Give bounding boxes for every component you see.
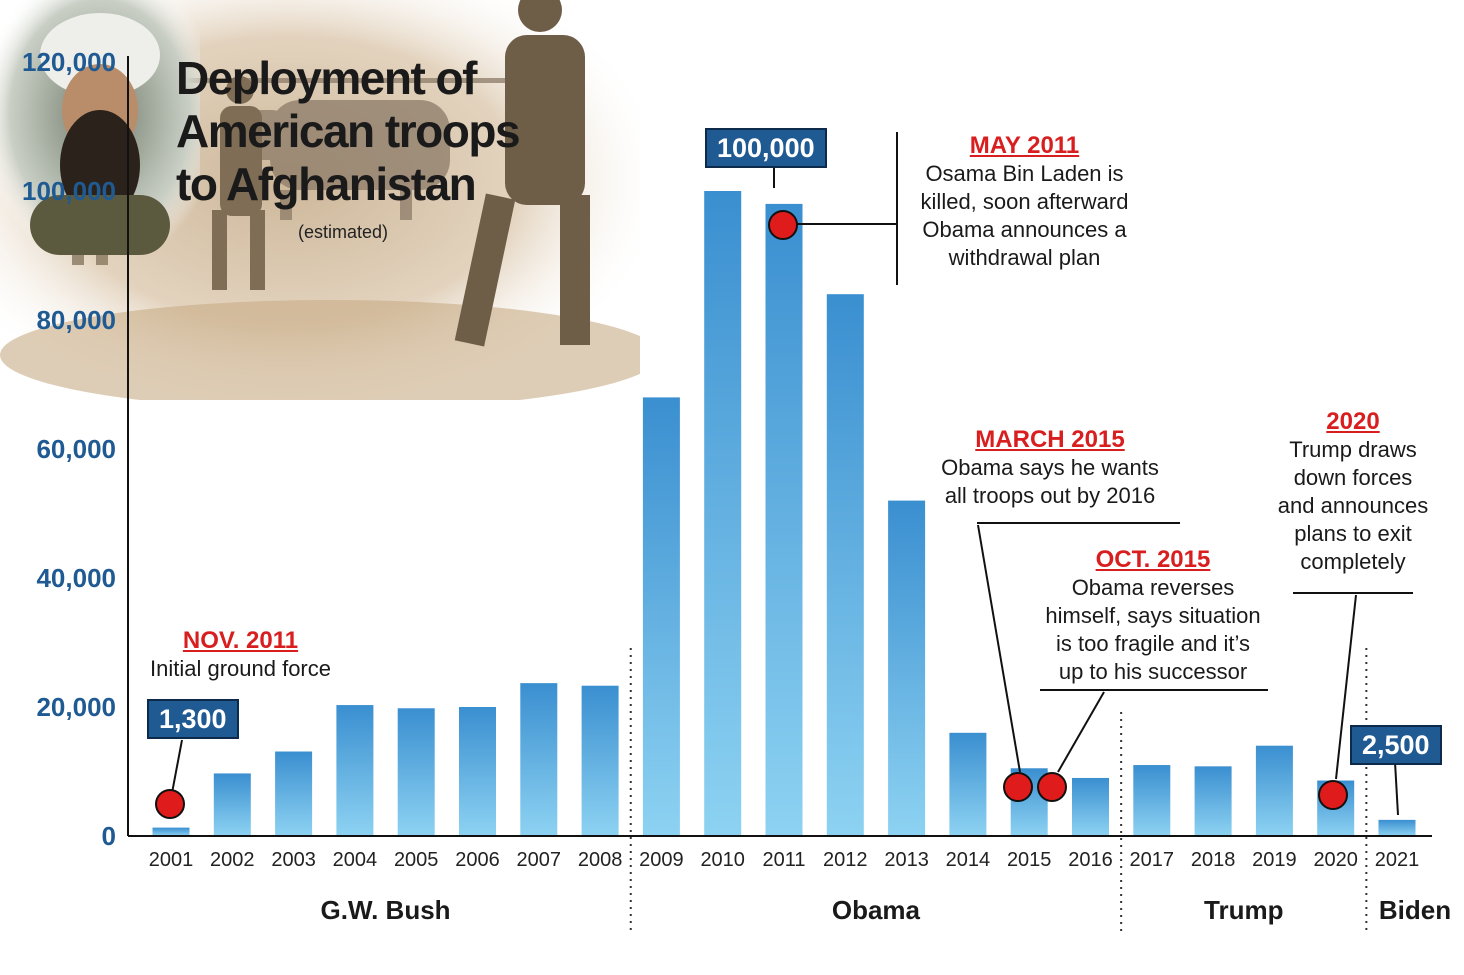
leader-oct-2015 xyxy=(1057,691,1105,773)
event-marker xyxy=(1037,772,1067,802)
leader-2001 xyxy=(171,739,183,794)
title-line-3: to Afghanistan xyxy=(176,158,477,210)
x-tick-label: 2008 xyxy=(578,849,623,871)
y-tick-label: 100,000 xyxy=(22,176,116,206)
x-tick-label: 2009 xyxy=(639,849,684,871)
event-marker xyxy=(1003,772,1033,802)
event-marker xyxy=(768,210,798,240)
bar-2007 xyxy=(520,683,558,836)
annotation-heading: NOV. 2011 xyxy=(182,627,299,654)
era-label: Biden xyxy=(1379,895,1451,925)
bar-2016 xyxy=(1072,777,1109,836)
bar-2010 xyxy=(704,191,742,836)
bar-2002 xyxy=(213,773,251,836)
bar-2018 xyxy=(1194,766,1232,836)
annotation-may-2011: MAY 2011 Osama Bin Laden is killed, soon… xyxy=(897,132,1152,272)
y-tick-label: 0 xyxy=(102,821,116,851)
callout-2010: 100,000 xyxy=(705,128,827,168)
bar-2012 xyxy=(826,294,864,836)
callout-2021: 2,500 xyxy=(1350,725,1442,765)
x-tick-label: 2005 xyxy=(394,849,439,871)
x-tick-label: 2017 xyxy=(1130,849,1175,871)
bin-laden-portrait-photo xyxy=(0,0,200,255)
bar-2011 xyxy=(765,203,803,836)
x-tick-label: 2015 xyxy=(1007,849,1052,871)
event-marker xyxy=(155,789,185,819)
x-tick-label: 2016 xyxy=(1068,849,1113,871)
bar-2001 xyxy=(152,827,190,836)
bar-2021 xyxy=(1378,819,1416,836)
y-tick-label: 60,000 xyxy=(36,434,116,464)
annotation-march-2015: MARCH 2015 Obama says he wants all troop… xyxy=(918,426,1182,510)
annotation-text: Obama reverses himself, says situation i… xyxy=(1045,575,1261,684)
leader-callout-2021 xyxy=(1394,761,1399,816)
x-tick-label: 2002 xyxy=(210,849,255,871)
x-tick-label: 2004 xyxy=(333,849,378,871)
y-tick-label: 120,000 xyxy=(22,47,116,77)
annotation-text: Obama says he wants all troops out by 20… xyxy=(941,455,1159,508)
x-tick-label: 2012 xyxy=(823,849,868,871)
chart-subtitle: (estimated) xyxy=(298,222,389,242)
annotation-nov-2011: NOV. 2011 Initial ground force xyxy=(128,627,353,683)
y-tick-label: 20,000 xyxy=(36,692,116,722)
chart-title: Deployment of American troops to Afghani… xyxy=(176,52,521,211)
bar-2006 xyxy=(459,707,496,836)
annotation-heading: MAY 2011 xyxy=(969,132,1080,159)
leader-march-2015 xyxy=(977,524,1021,773)
callout-2001: 1,300 xyxy=(147,699,239,739)
bar-2013 xyxy=(888,500,926,836)
x-tick-label: 2021 xyxy=(1375,849,1420,871)
x-tick-label: 2007 xyxy=(517,849,562,871)
x-tick-label: 2010 xyxy=(700,849,745,871)
annotation-text: Initial ground force xyxy=(150,656,331,681)
annotation-oct-2015: OCT. 2015 Obama reverses himself, says s… xyxy=(1025,546,1281,686)
title-line-1: Deployment of xyxy=(176,52,477,104)
title-line-2: American troops xyxy=(176,105,521,157)
x-tick-label: 2019 xyxy=(1252,849,1297,871)
y-tick-label: 40,000 xyxy=(36,563,116,593)
annotation-text: Trump draws down forces and announces pl… xyxy=(1277,437,1429,574)
bar-2005 xyxy=(397,708,435,836)
event-marker xyxy=(1318,780,1348,810)
soldiers-helicopter-photo xyxy=(0,0,640,400)
x-tick-label: 2003 xyxy=(271,849,316,871)
x-tick-label: 2014 xyxy=(946,849,991,871)
x-tick-label: 2006 xyxy=(455,849,500,871)
y-tick-label: 80,000 xyxy=(36,305,116,335)
x-tick-label: 2018 xyxy=(1191,849,1236,871)
era-label: Trump xyxy=(1204,895,1283,925)
bar-2017 xyxy=(1133,765,1171,836)
x-tick-label: 2020 xyxy=(1313,849,1358,871)
annotation-heading: MARCH 2015 xyxy=(975,426,1125,453)
era-label: G.W. Bush xyxy=(321,895,451,925)
x-tick-label: 2013 xyxy=(884,849,929,871)
annotation-text: Osama Bin Laden is killed, soon afterwar… xyxy=(920,161,1129,270)
leader-2020 xyxy=(1335,594,1357,780)
bar-2008 xyxy=(581,685,619,836)
annotation-heading: 2020 xyxy=(1326,408,1380,435)
x-tick-label: 2011 xyxy=(762,849,805,871)
x-tick-label: 2001 xyxy=(149,849,194,871)
era-label: Obama xyxy=(832,895,921,925)
annotation-2020: 2020 Trump draws down forces and announc… xyxy=(1263,408,1443,576)
bar-2019 xyxy=(1255,745,1293,836)
annotation-heading: OCT. 2015 xyxy=(1095,546,1211,573)
bar-2009 xyxy=(642,397,680,836)
bar-2004 xyxy=(336,705,374,836)
bar-2014 xyxy=(949,732,987,836)
bar-2003 xyxy=(275,751,313,836)
